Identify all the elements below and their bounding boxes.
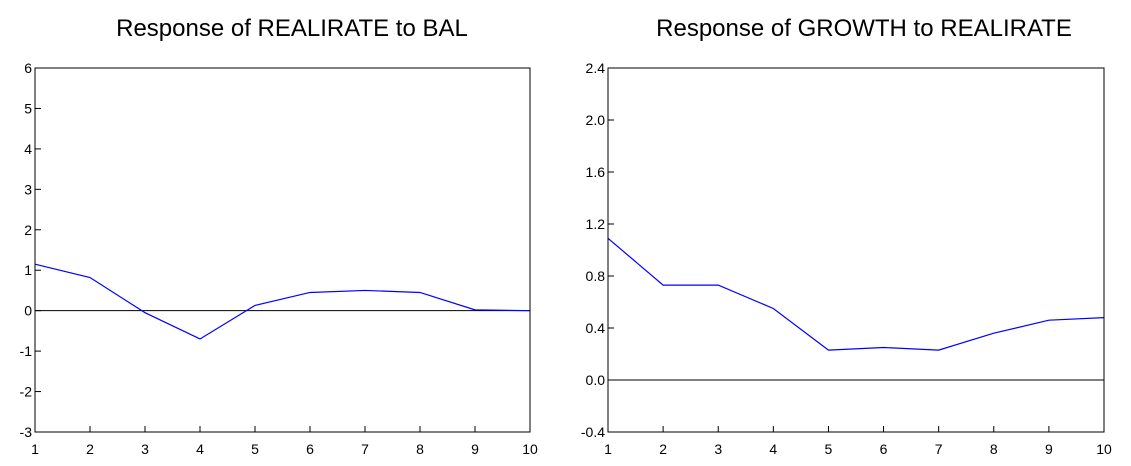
chart-2-xtick-label: 8 [990, 441, 998, 457]
chart-1-ytick-label: 5 [24, 100, 32, 116]
chart-1-ytick-label: 6 [24, 60, 32, 76]
chart-1-ytick-label: 3 [24, 181, 32, 197]
chart-2-ytick-label: 1.6 [586, 164, 606, 180]
chart-1-ytick-label: -3 [20, 424, 33, 440]
chart-1-xtick-label: 5 [251, 441, 259, 457]
chart-2-xtick-label: 4 [769, 441, 777, 457]
chart-1-series-line [34, 263, 531, 340]
chart-1-xtick-label: 3 [141, 441, 149, 457]
chart-2-xtick-label: 9 [1045, 441, 1053, 457]
chart-2-xtick-label: 6 [880, 441, 888, 457]
chart-2-ytick-label: -0.4 [581, 424, 605, 440]
chart-2-title: Response of GROWTH to REALIRATE [656, 15, 1072, 42]
chart-2-xtick-label: 5 [825, 441, 833, 457]
chart-2-ytick-label: 2.4 [586, 60, 606, 76]
chart-1-xtick-label: 7 [361, 441, 369, 457]
chart-1-plot-frame [34, 67, 531, 433]
chart-2-xtick-label: 2 [659, 441, 667, 457]
chart-1-xtick-label: 2 [86, 441, 94, 457]
chart-1-xtick-label: 1 [31, 441, 39, 457]
chart-1-ytick-label: 2 [24, 222, 32, 238]
chart-2-plot-frame [607, 67, 1105, 433]
chart-2-ytick-label: 1.2 [586, 216, 606, 232]
chart-1-ytick-label: 4 [24, 141, 32, 157]
chart-2-xtick-label: 10 [1096, 441, 1112, 457]
chart-1-xtick-label: 9 [471, 441, 479, 457]
chart-1-title: Response of REALIRATE to BAL [116, 15, 468, 42]
chart-1-ytick-label: -2 [20, 384, 33, 400]
chart-2-xtick-label: 7 [935, 441, 943, 457]
chart-2-ytick-label: 2.0 [586, 112, 606, 128]
chart-2-ytick-label: 0.0 [586, 372, 606, 388]
chart-1-ytick-label: 0 [24, 303, 32, 319]
chart-2-xtick-label: 1 [604, 441, 612, 457]
chart-2-ytick-label: 0.4 [586, 320, 606, 336]
chart-1-ytick-label: -1 [20, 343, 33, 359]
chart-1-xtick-label: 6 [306, 441, 314, 457]
chart-2-ytick-label: 0.8 [586, 268, 606, 284]
chart-2-xtick-label: 3 [714, 441, 722, 457]
chart-1-xtick-label: 4 [196, 441, 204, 457]
chart-1-xtick-label: 10 [522, 441, 538, 457]
chart-1-ytick-label: 1 [24, 262, 32, 278]
chart-2-series-line [607, 237, 1105, 351]
chart-1-xtick-label: 8 [416, 441, 424, 457]
